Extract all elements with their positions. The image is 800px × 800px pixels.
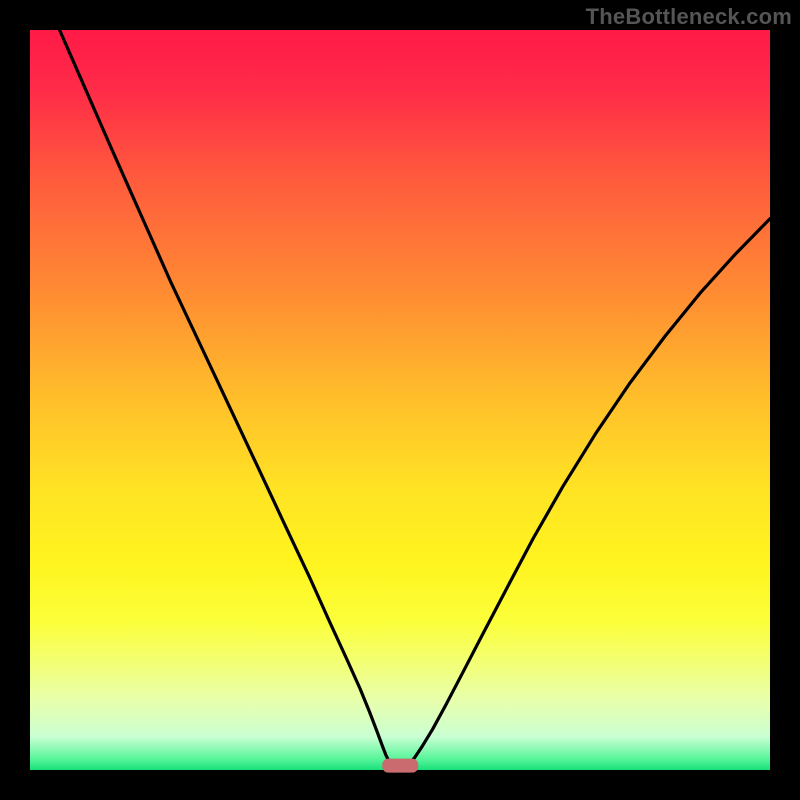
chart-frame: TheBottleneck.com [0, 0, 800, 800]
bottleneck-curve [30, 30, 770, 770]
plot-area [30, 30, 770, 770]
minimum-marker [382, 758, 418, 773]
watermark-text: TheBottleneck.com [586, 4, 792, 30]
